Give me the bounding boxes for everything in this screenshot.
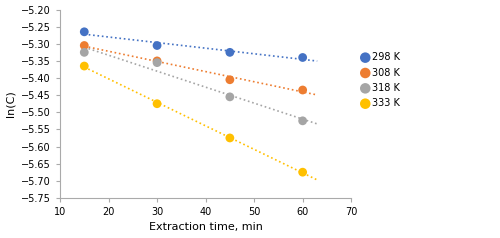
308 K (80, 44, 88, 47)
Legend: 298 K, 308 K, 318 K, 333 K: 298 K, 308 K, 318 K, 333 K (359, 48, 404, 112)
308 K (153, 59, 161, 63)
298 K (80, 30, 88, 34)
318 K (298, 119, 306, 123)
298 K (153, 44, 161, 47)
333 K (80, 64, 88, 68)
Y-axis label: ln(C): ln(C) (6, 90, 16, 117)
318 K (80, 50, 88, 54)
298 K (226, 50, 234, 54)
318 K (153, 61, 161, 64)
333 K (298, 170, 306, 174)
308 K (226, 78, 234, 82)
308 K (298, 88, 306, 92)
X-axis label: Extraction time, min: Extraction time, min (148, 223, 262, 233)
298 K (298, 56, 306, 60)
318 K (226, 95, 234, 99)
333 K (153, 102, 161, 106)
333 K (226, 136, 234, 140)
